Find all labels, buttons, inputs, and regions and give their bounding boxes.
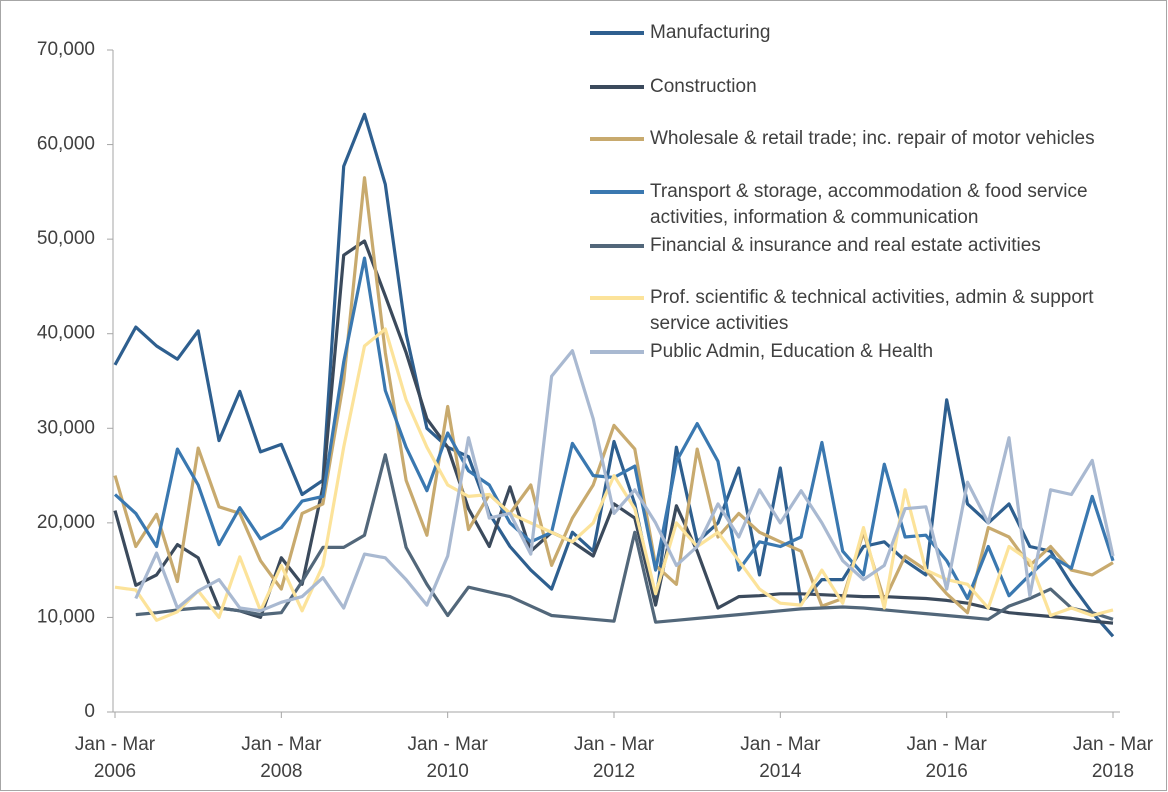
x-tick-label: Jan - Mar 2012 <box>574 734 655 782</box>
series-line <box>114 327 1114 622</box>
x-tick-label-line: Jan - Mar <box>75 734 156 755</box>
legend-item: Prof. scientific & technical activities,… <box>590 285 1150 337</box>
legend-item: Public Admin, Education & Health <box>590 339 1150 365</box>
legend-swatch <box>590 190 644 194</box>
legend-item: Transport & storage, accommodation & foo… <box>590 179 1150 231</box>
legend-swatch <box>590 31 644 35</box>
x-tick-label: Jan - Mar 2008 <box>241 734 322 782</box>
legend-label: Manufacturing <box>650 22 771 43</box>
legend-item: Financial & insurance and real estate ac… <box>590 233 1150 259</box>
legend-item: Manufacturing <box>590 20 1150 46</box>
x-tick-label-line: Jan - Mar <box>574 734 655 755</box>
series-line <box>113 112 1115 638</box>
series-line <box>113 239 1114 625</box>
legend-swatch <box>590 137 644 141</box>
x-tick-label-line: 2008 <box>260 761 302 782</box>
y-tick-label: 70,000 <box>37 39 95 60</box>
legend-label: Public Admin, Education & Health <box>650 341 934 362</box>
legend-swatch <box>590 244 644 248</box>
legend-label: Transport & storage, accommodation & foo… <box>650 181 1088 228</box>
legend-label: Financial & insurance and real estate ac… <box>650 235 1041 256</box>
legend-swatch <box>590 85 644 89</box>
x-tick-label-line: 2010 <box>427 761 469 782</box>
y-tick-label: 20,000 <box>37 512 95 533</box>
x-tick-label-line: 2012 <box>593 761 635 782</box>
x-tick-label-line: 2018 <box>1092 761 1134 782</box>
series-line <box>135 453 1114 624</box>
x-tick-label: Jan - Mar 2010 <box>408 734 489 782</box>
legend-label: Construction <box>650 76 757 97</box>
x-tick-label-line: Jan - Mar <box>907 734 988 755</box>
y-tick-label: 40,000 <box>37 323 95 344</box>
legend-swatch <box>590 296 644 300</box>
series-line <box>134 349 1115 613</box>
x-tick-label: Jan - Mar 2006 <box>75 734 156 782</box>
x-tick-label-line: Jan - Mar <box>241 734 322 755</box>
legend-item: Wholesale & retail trade; inc. repair of… <box>590 126 1150 152</box>
x-tick-label-line: Jan - Mar <box>408 734 489 755</box>
legend-swatch <box>590 350 644 354</box>
y-tick-label: 30,000 <box>37 417 95 438</box>
y-tick-label: 10,000 <box>37 606 95 627</box>
series-line <box>113 176 1114 615</box>
x-tick-label: Jan - Mar 2016 <box>907 734 988 782</box>
x-tick-label-line: 2016 <box>926 761 968 782</box>
y-tick-label: 60,000 <box>37 134 95 155</box>
legend-label: Prof. scientific & technical activities,… <box>650 287 1094 334</box>
x-tick-label-line: Jan - Mar <box>740 734 821 755</box>
legend-item: Construction <box>590 74 1150 100</box>
legend-label: Wholesale & retail trade; inc. repair of… <box>650 128 1095 149</box>
y-tick-label: 50,000 <box>37 228 95 249</box>
x-tick-label-line: 2014 <box>759 761 802 782</box>
x-tick-label-line: 2006 <box>94 761 136 782</box>
y-tick-label: 0 <box>84 701 95 722</box>
x-tick-label-line: Jan - Mar <box>1073 734 1154 755</box>
x-tick-label: Jan - Mar 2014 <box>740 734 821 782</box>
x-tick-label: Jan - Mar 2018 <box>1073 734 1154 782</box>
